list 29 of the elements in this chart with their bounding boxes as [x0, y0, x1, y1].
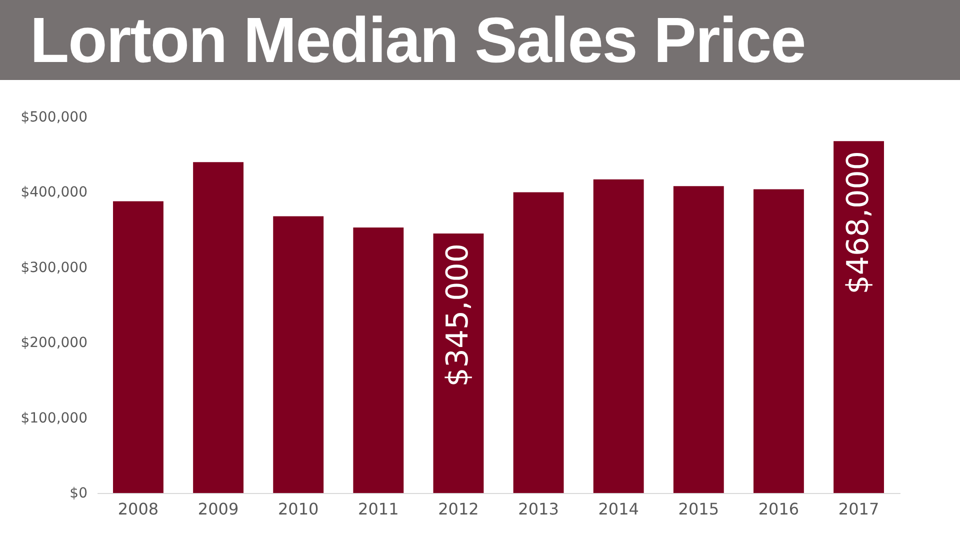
x-tick-label: 2012 — [438, 500, 479, 518]
bar — [753, 189, 804, 493]
x-tick-label: 2014 — [598, 500, 639, 518]
bar — [353, 228, 404, 493]
bar — [513, 192, 564, 493]
bar — [273, 216, 324, 493]
y-tick-label: $200,000 — [20, 335, 88, 352]
data-label: $345,000 — [440, 244, 476, 387]
x-tick-label: 2015 — [678, 500, 720, 518]
x-tick-label: 2008 — [118, 500, 159, 518]
x-tick-label: 2009 — [198, 500, 239, 518]
x-tick-label: 2010 — [278, 500, 319, 518]
y-tick-label: $300,000 — [20, 260, 88, 276]
x-tick-label: 2011 — [358, 500, 399, 518]
data-label: $468,000 — [840, 151, 876, 294]
x-tick-label: 2017 — [838, 500, 880, 518]
bar — [593, 179, 644, 493]
y-tick-label: $500,000 — [20, 110, 88, 126]
x-tick-label: 2016 — [758, 500, 800, 518]
y-tick-label: $400,000 — [20, 184, 88, 201]
y-tick-label: $0 — [70, 486, 88, 502]
bar — [193, 162, 244, 493]
bar — [433, 234, 484, 493]
bar — [834, 141, 884, 493]
x-tick-label: 2013 — [518, 500, 559, 518]
y-tick-label: $100,000 — [20, 410, 88, 426]
chart-title: Lorton Median Sales Price — [0, 0, 960, 80]
bar — [673, 186, 724, 493]
bar — [113, 201, 164, 493]
